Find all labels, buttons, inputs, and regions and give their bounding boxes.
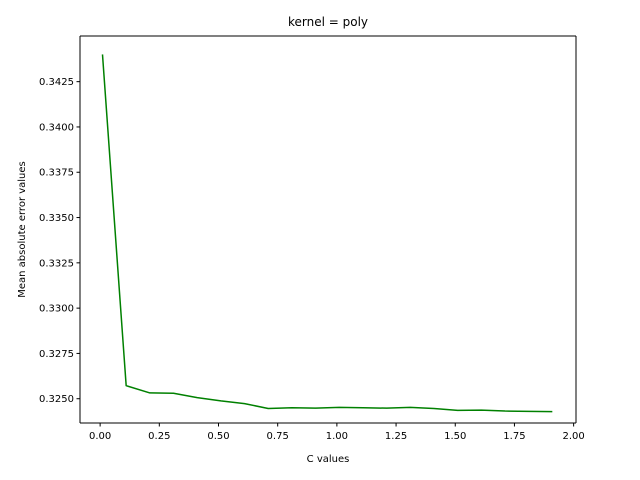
y-axis-label: Mean absolute error values [17,161,28,298]
series-line [101,54,553,413]
y-tick-label: 0.3350 [39,213,74,224]
y-tick-label: 0.3325 [39,258,74,269]
x-axis-label: C values [307,454,350,465]
x-tick-label: 2.00 [562,431,584,442]
y-tick-label: 0.3400 [39,122,74,133]
y-tick-label: 0.3375 [39,168,74,179]
plot-area [80,36,576,423]
series-group [101,54,553,413]
y-tick-label: 0.3250 [39,394,74,405]
x-tick-label: 1.25 [385,431,407,442]
chart-title: kernel = poly [288,15,368,29]
y-tick-label: 0.3425 [39,77,74,88]
y-tick-label: 0.3300 [39,304,74,315]
y-axis-ticks: 0.3250 0.3275 0.3300 0.3325 0.3350 0.3375 0.34… [39,77,80,405]
x-tick-label: 1.50 [444,431,466,442]
x-tick-label: 0.75 [267,431,289,442]
x-axis-ticks: 0.00 0.25 0.50 0.75 1.00 1.25 1.50 1.75 2.00 [89,423,585,442]
x-tick-label: 0.50 [207,431,229,442]
x-tick-label: 1.75 [503,431,525,442]
x-tick-label: 1.00 [326,431,348,442]
y-tick-label: 0.3275 [39,349,74,360]
x-tick-label: 0.00 [89,431,111,442]
x-tick-label: 0.25 [148,431,170,442]
axes-frame [79,35,577,424]
